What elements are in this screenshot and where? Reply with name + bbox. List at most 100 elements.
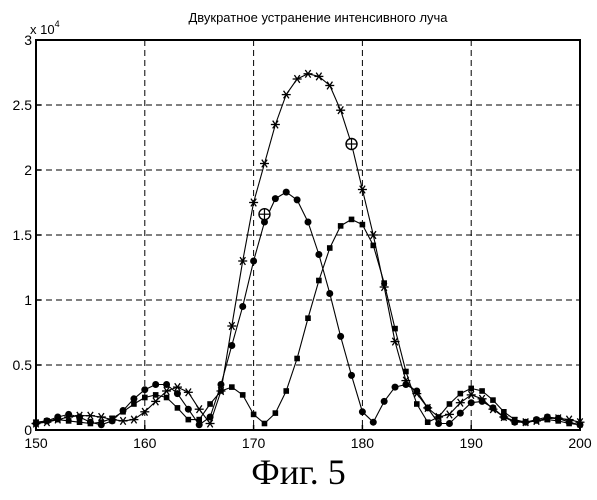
data-point-circle — [294, 196, 301, 203]
data-point-square — [131, 401, 137, 407]
data-point-circle — [174, 390, 181, 397]
data-point-square — [251, 412, 257, 418]
chart-title: Двукратное устранение интенсивного луча — [188, 10, 448, 25]
data-point-square — [44, 418, 50, 424]
x-tick-label: 200 — [568, 435, 592, 451]
data-point-asterisk — [369, 231, 378, 239]
series-line-circle — [36, 192, 580, 425]
data-point-circle — [326, 290, 333, 297]
series-line-square — [36, 219, 580, 424]
data-point-square — [98, 419, 104, 425]
data-point-asterisk — [293, 75, 302, 83]
data-point-square — [327, 245, 333, 251]
data-point-circle — [479, 398, 486, 405]
data-point-circle — [402, 381, 409, 388]
data-point-circle — [370, 419, 377, 426]
data-point-square — [523, 419, 529, 425]
series-square — [33, 217, 583, 428]
y-tick-label: 0.5 — [13, 357, 33, 373]
data-point-square — [414, 401, 420, 407]
data-point-square — [381, 280, 387, 286]
data-point-asterisk — [173, 383, 182, 391]
data-point-circle — [283, 189, 290, 196]
data-point-asterisk — [282, 91, 291, 99]
data-point-circle — [424, 404, 431, 411]
data-point-square — [349, 217, 355, 223]
data-point-circle — [392, 384, 399, 391]
chart: 15016017018019020000.511.522.53 Двукратн… — [0, 0, 597, 452]
series-circle — [33, 189, 584, 429]
data-point-asterisk — [184, 388, 193, 396]
data-point-asterisk — [86, 412, 95, 420]
data-point-square — [66, 418, 72, 424]
data-point-square — [566, 421, 572, 427]
data-point-asterisk — [271, 121, 280, 129]
data-point-square — [283, 388, 289, 394]
data-point-square — [370, 243, 376, 249]
y-tick-label: 0 — [24, 422, 32, 438]
data-point-circle — [337, 333, 344, 340]
data-point-circle — [446, 420, 453, 427]
data-point-square — [218, 388, 224, 394]
y-tick-label: 1 — [24, 292, 32, 308]
data-point-circle — [152, 381, 159, 388]
data-point-circle — [185, 406, 192, 413]
data-point-circle — [468, 399, 475, 406]
x-tick-label: 160 — [133, 435, 157, 451]
data-point-square — [479, 388, 485, 394]
data-point-square — [425, 419, 431, 425]
series-group — [32, 70, 585, 428]
data-point-circle — [305, 219, 312, 226]
annotations — [259, 139, 357, 220]
data-point-square — [164, 395, 170, 401]
data-point-square — [109, 416, 115, 422]
data-point-square — [294, 356, 300, 362]
data-point-square — [175, 405, 181, 411]
grid — [36, 40, 580, 430]
data-point-square — [392, 326, 398, 332]
y-multiplier-base: x 10 — [30, 22, 55, 37]
data-point-circle — [228, 342, 235, 349]
x-tick-label: 170 — [242, 435, 266, 451]
data-point-square — [512, 417, 518, 423]
data-point-circle — [489, 404, 496, 411]
y-tick-label: 1.5 — [13, 227, 33, 243]
data-point-square — [55, 417, 61, 423]
data-point-square — [501, 409, 507, 415]
data-point-square — [338, 223, 344, 229]
data-point-circle — [413, 388, 420, 395]
data-point-square — [262, 421, 268, 427]
y-tick-label: 2.5 — [13, 97, 33, 113]
data-point-circle — [163, 381, 170, 388]
data-point-square — [436, 414, 442, 420]
y-tick-label: 2 — [24, 162, 32, 178]
data-point-circle — [250, 258, 257, 265]
data-point-square — [316, 278, 322, 284]
data-point-square — [240, 392, 246, 398]
data-point-square — [577, 422, 583, 428]
data-point-square — [153, 392, 159, 398]
marker-circled-plus — [346, 139, 357, 150]
data-point-asterisk — [336, 106, 345, 114]
data-point-asterisk — [260, 160, 269, 168]
data-point-square — [447, 401, 453, 407]
tick-labels: 15016017018019020000.511.522.53 — [13, 32, 592, 451]
data-point-circle — [315, 251, 322, 258]
data-point-square — [360, 222, 366, 228]
data-point-square — [142, 395, 148, 401]
y-multiplier-label: x 104 — [30, 19, 60, 37]
data-point-square — [33, 419, 39, 425]
data-point-square — [273, 410, 279, 416]
marker-circled-plus — [259, 209, 270, 220]
data-point-asterisk — [304, 70, 313, 78]
data-point-circle — [65, 411, 72, 418]
data-point-square — [458, 391, 464, 397]
data-point-square — [534, 418, 540, 424]
data-point-circle — [207, 414, 214, 421]
data-point-square — [77, 419, 83, 425]
series-asterisk — [32, 70, 585, 427]
data-point-circle — [272, 195, 279, 202]
data-point-square — [403, 369, 409, 375]
data-point-asterisk — [206, 420, 215, 428]
data-point-circle — [141, 386, 148, 393]
